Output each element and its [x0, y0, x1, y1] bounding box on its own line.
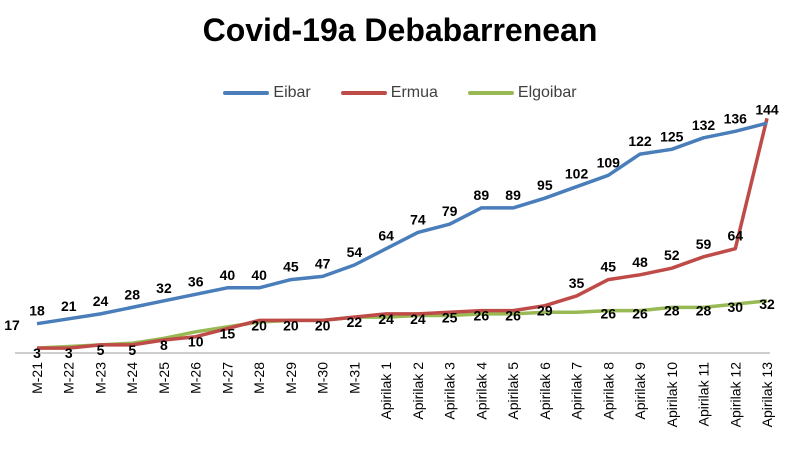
data-label-ermua: 20	[251, 317, 267, 333]
x-tick-label: M-27	[219, 362, 235, 394]
legend-label-ermua: Ermua	[390, 84, 438, 101]
x-tick-label: Apirilak 7	[569, 362, 585, 420]
x-tick-label: M-26	[188, 362, 204, 394]
data-label-ermua: 52	[664, 247, 680, 263]
data-label-ermua: 35	[569, 275, 585, 291]
data-label-eibar: 79	[442, 203, 458, 219]
data-label-ermua: 29	[537, 303, 553, 319]
x-tick-label: M-23	[92, 362, 108, 394]
x-axis-tick-labels: M-21 M-22 M-23 M-24 M-25 M-26 M-27 M-28 M-29 M-30…	[29, 362, 775, 428]
data-label-eibar: 18	[29, 303, 45, 319]
data-label-ermua: 25	[442, 309, 458, 325]
x-tick-label: M-25	[156, 362, 172, 394]
legend-swatch-eibar	[223, 91, 270, 95]
x-tick-label: Apirilak 6	[537, 362, 553, 420]
data-label-ermua: 59	[696, 236, 712, 252]
data-label-ermua: 45	[601, 259, 617, 275]
data-label-elgoibar: 32	[759, 296, 775, 312]
chart-legend: Eibar Ermua Elgoibar	[0, 84, 800, 102]
legend-label-eibar: Eibar	[273, 84, 311, 101]
x-tick-label: M-31	[346, 362, 362, 394]
data-label-elgoibar: 28	[664, 302, 680, 318]
x-tick-label: Apirilak 12	[727, 362, 743, 428]
data-label-elgoibar: 28	[696, 302, 712, 318]
legend-swatch-elgoibar	[467, 91, 514, 95]
data-labels: 18 21 24 28 32 36 40 40 45 47 54 64 74 79 89 89 95 102 109…	[4, 101, 779, 361]
data-label-eibar: 132	[692, 117, 716, 133]
legend-item-elgoibar: Elgoibar	[467, 84, 577, 102]
x-tick-label: Apirilak 8	[600, 362, 616, 420]
legend-label-elgoibar: Elgoibar	[517, 84, 577, 101]
data-label-ermua: 24	[378, 311, 394, 327]
x-tick-label: Apirilak 4	[473, 362, 489, 420]
data-label-eibar: 54	[347, 244, 363, 260]
data-label-eibar: 109	[597, 154, 621, 170]
x-tick-label: Apirilak 13	[759, 362, 775, 428]
data-label-eibar: 45	[283, 259, 299, 275]
chart-title: Covid-19a Debabarrenean	[202, 12, 598, 48]
data-label-eibar: 122	[628, 133, 652, 149]
x-tick-label: M-21	[29, 362, 45, 394]
x-tick-label: Apirilak 5	[505, 362, 521, 420]
data-label-eibar: 28	[124, 286, 140, 302]
data-label-ermua: 48	[632, 254, 648, 270]
data-label-ermua: 10	[188, 334, 204, 350]
data-label-ermua: 144	[755, 101, 779, 117]
data-label-elgoibar: 26	[632, 306, 648, 322]
data-label-ermua: 8	[160, 337, 168, 353]
x-tick-label: M-29	[283, 362, 299, 394]
series-line-eibar	[36, 121, 768, 326]
legend-item-eibar: Eibar	[223, 84, 311, 102]
data-label-ermua: 22	[347, 314, 363, 330]
data-label-ermua: 15	[220, 326, 236, 342]
x-tick-label: Apirilak 11	[696, 362, 712, 427]
x-tick-label: M-30	[315, 362, 331, 394]
data-label-elgoibar: 26	[601, 306, 617, 322]
data-label-eibar: 89	[505, 187, 521, 203]
data-label-eibar: 24	[93, 293, 109, 309]
data-label-eibar: 21	[61, 298, 77, 314]
data-label-ermua: 64	[727, 228, 743, 244]
data-label-extra: 17	[4, 317, 20, 333]
x-tick-label: M-24	[124, 362, 140, 394]
x-tick-label: Apirilak 1	[378, 362, 394, 420]
data-label-eibar: 64	[378, 228, 394, 244]
data-label-ermua: 20	[283, 317, 299, 333]
x-tick-label: Apirilak 2	[410, 362, 426, 420]
data-label-elgoibar: 30	[727, 299, 743, 315]
data-label-ermua: 26	[474, 308, 490, 324]
data-label-eibar: 32	[156, 280, 172, 296]
data-label-eibar: 36	[188, 273, 204, 289]
data-label-eibar: 40	[251, 267, 267, 283]
data-label-eibar: 102	[565, 166, 589, 182]
legend-swatch-ermua	[340, 91, 387, 95]
x-tick-label: M-28	[251, 362, 267, 394]
data-label-eibar: 74	[410, 211, 426, 227]
data-label-eibar: 136	[724, 110, 748, 126]
data-label-ermua: 26	[505, 308, 521, 324]
data-label-ermua: 3	[65, 345, 73, 361]
data-label-ermua: 5	[97, 342, 105, 358]
x-tick-label: Apirilak 10	[664, 362, 680, 428]
legend-item-ermua: Ermua	[340, 84, 438, 102]
data-label-ermua: 3	[33, 345, 41, 361]
data-label-eibar: 89	[474, 187, 490, 203]
data-label-ermua: 5	[128, 342, 136, 358]
series-lines	[36, 117, 769, 350]
data-label-ermua: 20	[315, 317, 331, 333]
data-label-eibar: 47	[315, 255, 331, 271]
x-tick-label: Apirilak 9	[632, 362, 648, 420]
series-line-ermua	[37, 117, 769, 350]
data-label-ermua: 24	[410, 311, 426, 327]
data-label-eibar: 40	[220, 267, 236, 283]
x-tick-label: M-22	[61, 362, 77, 394]
x-tick-label: Apirilak 3	[442, 362, 458, 420]
data-label-eibar: 95	[537, 177, 553, 193]
data-label-eibar: 125	[660, 128, 684, 144]
